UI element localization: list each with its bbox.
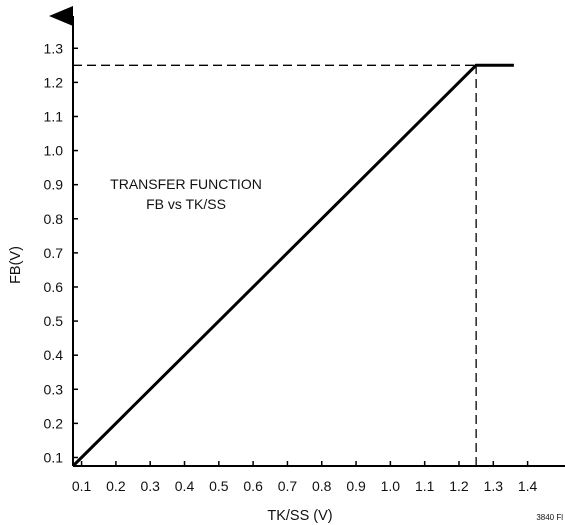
y-tick-label: 0.8 bbox=[44, 211, 64, 227]
y-tick-label: 1.1 bbox=[44, 108, 64, 124]
y-tick-label: 0.7 bbox=[44, 245, 64, 261]
x-tick-label: 0.2 bbox=[106, 478, 126, 494]
y-tick-label: 0.9 bbox=[44, 177, 64, 193]
x-tick-label: 1.3 bbox=[484, 478, 504, 494]
y-tick-label: 0.1 bbox=[44, 449, 64, 465]
x-tick-label: 1.4 bbox=[518, 478, 538, 494]
x-tick-label: 0.1 bbox=[72, 478, 92, 494]
x-tick-label: 0.7 bbox=[278, 478, 298, 494]
y-tick-label: 0.4 bbox=[44, 347, 64, 363]
x-tick-label: 0.4 bbox=[175, 478, 195, 494]
x-axis-label: TK/SS (V) bbox=[267, 508, 332, 524]
x-tick-label: 0.3 bbox=[140, 478, 160, 494]
y-tick-label: 0.2 bbox=[44, 415, 64, 431]
x-tick-label: 0.8 bbox=[312, 478, 332, 494]
figure-id: 3840 Fl bbox=[536, 513, 563, 522]
x-tick-label: 0.5 bbox=[209, 478, 229, 494]
y-tick-label: 1.0 bbox=[44, 143, 64, 159]
transfer-function-series-line bbox=[71, 63, 514, 468]
y-tick-label: 0.5 bbox=[44, 313, 64, 329]
y-tick-label: 0.3 bbox=[44, 381, 64, 397]
y-tick-label: 1.3 bbox=[44, 40, 64, 56]
x-tick-label: 1.0 bbox=[381, 478, 401, 494]
annotation-line-1: TRANSFER FUNCTION bbox=[110, 176, 262, 192]
x-tick-label: 0.6 bbox=[243, 478, 263, 494]
y-tick-label: 0.6 bbox=[44, 279, 64, 295]
annotation-line-2: FB vs TK/SS bbox=[146, 196, 226, 212]
y-tick-label: 1.2 bbox=[44, 74, 64, 90]
x-tick-label: 1.2 bbox=[449, 478, 469, 494]
y-axis-label: FB(V) bbox=[8, 246, 24, 284]
x-tick-label: 1.1 bbox=[415, 478, 435, 494]
x-tick-label: 0.9 bbox=[346, 478, 366, 494]
